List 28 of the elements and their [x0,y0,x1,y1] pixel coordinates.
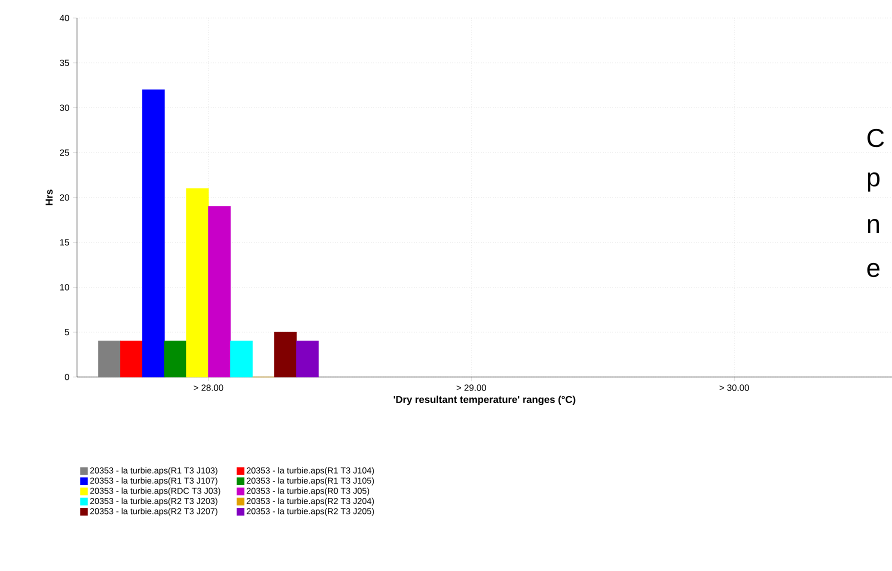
y-tick-label: 25 [60,149,70,156]
legend-label: 20353 - la turbie.aps(RDC T3 J03) [90,488,220,496]
y-tick-label: 35 [60,60,70,66]
x-axis-title: 'Dry resultant temperature' ranges (°C) [394,396,576,406]
legend-label: 20353 - la turbie.aps(R1 T3 J105) [246,477,374,486]
annotation: C [868,128,884,148]
annotation: e [867,262,880,278]
y-tick-label: 15 [60,239,70,246]
legend-label: 20353 - la turbie.aps(R2 T3 J203) [90,498,218,506]
legend-label: 20353 - la turbie.aps(R1 T3 J104) [246,467,374,476]
legend-label: 20353 - la turbie.aps(R1 T3 J107) [90,477,218,486]
y-tick-label: 10 [60,284,70,290]
y-tick-label: 20 [60,194,70,201]
legend-label: 20353 - la turbie.aps(R0 T3 J05) [246,488,370,496]
annotation: n [868,219,879,233]
y-tick-label: 40 [60,14,70,22]
y-tick-label: 5 [64,329,70,336]
legend-label: 20353 - la turbie.aps(R2 T3 J207) [90,508,218,516]
annotation: p [868,172,880,192]
legend-label: 20353 - la turbie.aps(R2 T3 J205) [246,508,374,516]
y-tick-label: 30 [60,104,70,111]
legend-label: 20353 - la turbie.aps(R2 T3 J204) [246,498,374,506]
y-axis-title: Hrs [46,190,53,206]
y-tick-label: 0 [64,374,70,380]
legend-label: 20353 - la turbie.aps(R1 T3 J103) [90,467,218,476]
x-tick-label: > 28.00 [194,384,224,391]
x-tick-label: > 29.00 [456,384,486,391]
x-tick-label: > 30.00 [720,384,749,391]
